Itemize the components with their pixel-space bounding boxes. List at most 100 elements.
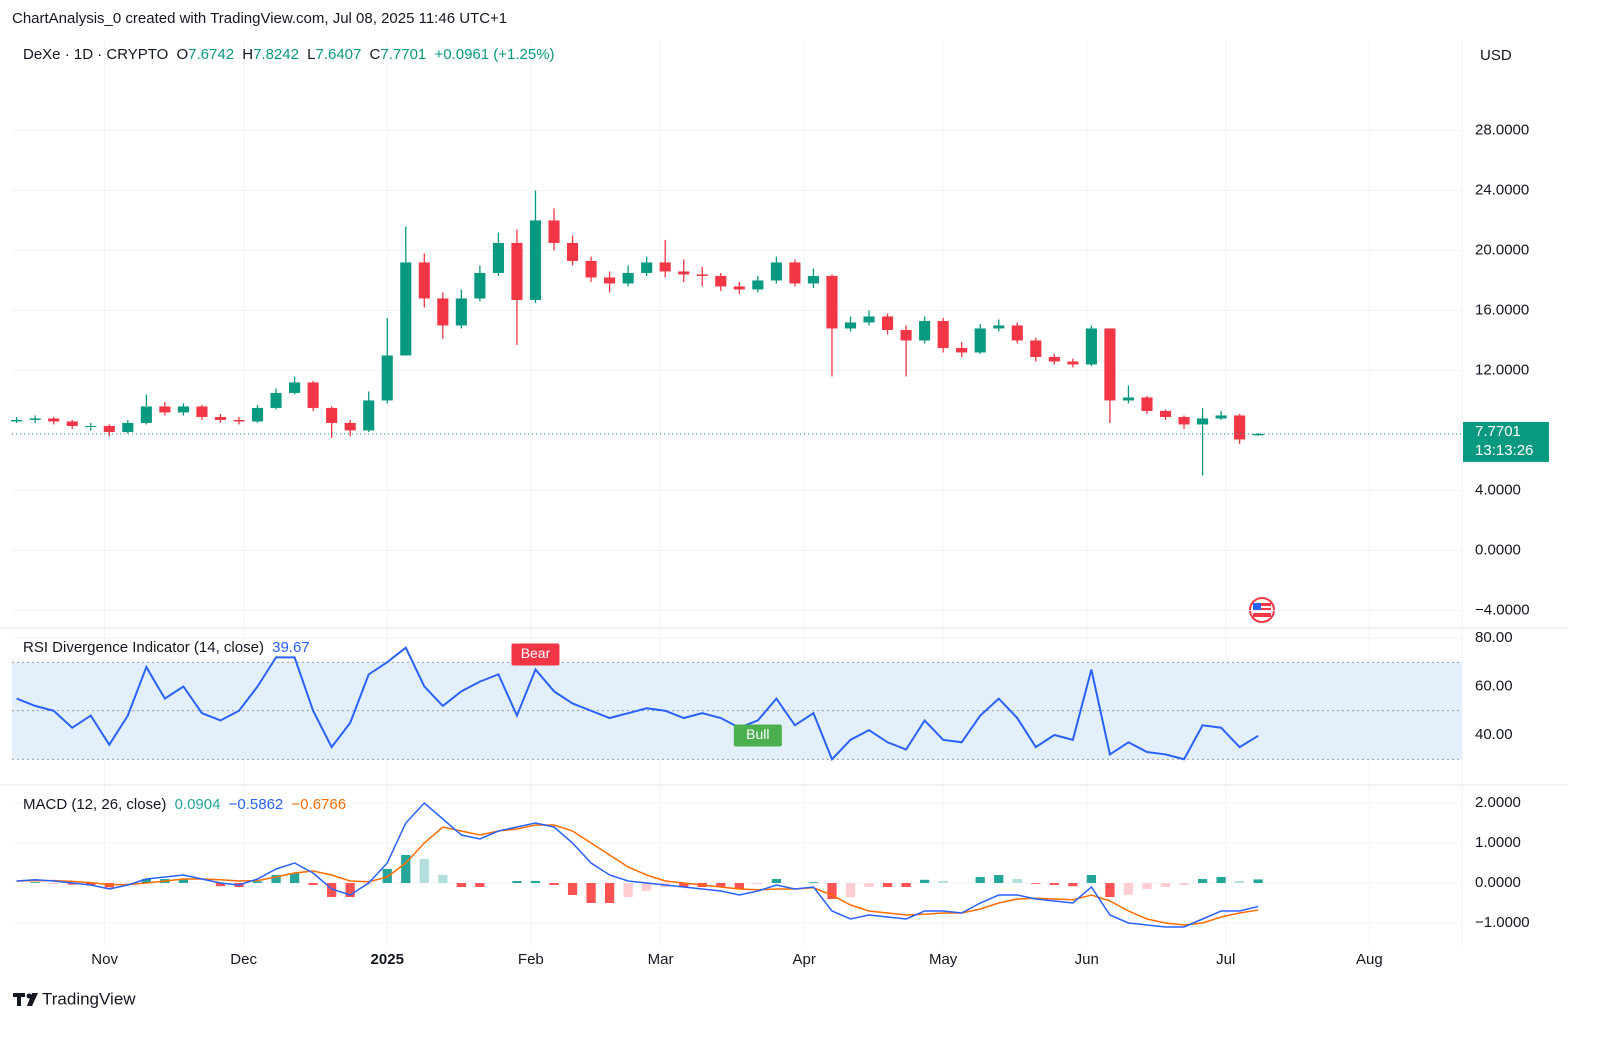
candle-body: [1085, 328, 1097, 365]
candle-body: [363, 400, 375, 431]
signal-value: −0.6766: [291, 796, 347, 813]
candle-body: [789, 262, 801, 284]
histogram-bar: [1253, 879, 1263, 883]
histogram-bar: [456, 883, 466, 887]
candle-body: [1048, 356, 1060, 362]
histogram-bar: [827, 883, 837, 899]
histogram-bar: [679, 883, 689, 887]
histogram-bar: [901, 883, 911, 887]
candle-body: [604, 277, 616, 284]
ohlc-value: 7.8242: [253, 46, 299, 63]
histogram-bar: [549, 883, 559, 885]
candle-body: [882, 316, 894, 330]
histogram-bar: [1142, 883, 1152, 889]
histogram-bar: [252, 881, 263, 883]
candle-body: [474, 272, 486, 299]
histogram-bar: [845, 883, 856, 897]
macd-line: [16, 801, 1259, 928]
annotation-box: [511, 643, 560, 666]
ohlc-label: H: [242, 46, 254, 63]
histogram-bar: [1012, 879, 1022, 883]
candle-body: [103, 425, 115, 432]
histogram-bar: [882, 883, 893, 887]
rsi-line: [16, 646, 1259, 762]
candle-body: [214, 416, 227, 420]
candle-body: [511, 242, 523, 300]
x-tick-label: Aug: [1356, 951, 1383, 968]
histogram-bar: [586, 883, 596, 903]
histogram-bar: [30, 882, 40, 883]
histogram-bar: [994, 875, 1004, 883]
candle-body: [492, 242, 504, 273]
x-tick-label: Jun: [1075, 951, 1099, 968]
y-tick-label: −1.0000: [1475, 914, 1530, 931]
candle-body: [826, 275, 838, 329]
candle-body: [659, 262, 671, 272]
candle-body: [326, 407, 338, 423]
annotation-text: Bear: [521, 645, 551, 661]
histogram-bar: [271, 875, 281, 883]
histogram-bar: [289, 873, 300, 883]
candle-body: [529, 220, 542, 300]
histogram-bar: [382, 869, 392, 883]
x-tick-label: Jul: [1216, 951, 1235, 968]
candle-body: [585, 260, 597, 278]
candle-body: [566, 242, 579, 261]
histogram-bar: [345, 883, 355, 897]
histogram-bar: [178, 879, 189, 883]
histogram-bar: [419, 859, 429, 883]
candle-body: [196, 406, 208, 417]
x-tick-label: 2025: [371, 951, 404, 968]
histogram-bar: [530, 881, 541, 883]
histogram-bar: [67, 883, 77, 885]
annotation-box: [733, 724, 782, 747]
candle-body: [270, 392, 282, 408]
histogram-bar: [975, 877, 985, 883]
candle-body: [66, 421, 78, 426]
price-legend: DeXe · 1D · CRYPTO O7.6742 H7.8242 L7.64…: [23, 46, 559, 63]
histogram-bar: [567, 883, 578, 895]
histogram-bar: [141, 879, 151, 883]
histogram-bar: [1068, 883, 1078, 887]
candle-body: [344, 422, 356, 431]
candle-body: [1252, 433, 1264, 436]
histogram-bar: [1235, 881, 1245, 883]
candle-body: [678, 271, 690, 275]
histogram-bar: [1031, 883, 1041, 884]
candle-body: [1011, 325, 1023, 341]
histogram-bar: [734, 883, 744, 889]
ohlc-label: L: [307, 46, 316, 63]
candle-body: [177, 406, 189, 413]
candle-body: [1178, 416, 1190, 425]
histogram-bar: [215, 883, 226, 887]
candle-body: [1197, 418, 1209, 425]
y-tick-label: 28.0000: [1475, 121, 1529, 138]
macd-legend: MACD (12, 26, close) 0.0904 −0.5862 −0.6…: [23, 796, 350, 813]
y-tick-label: 80.00: [1475, 629, 1513, 646]
candle-body: [1030, 340, 1042, 357]
histogram-bar: [919, 879, 930, 883]
macd-title: MACD (12, 26, close): [23, 796, 167, 813]
histogram-bar: [1105, 883, 1115, 897]
candle-body: [48, 418, 60, 422]
candle-body: [400, 262, 412, 356]
histogram-bar: [475, 883, 485, 887]
histogram-bar: [512, 881, 522, 883]
candle-body: [85, 425, 97, 427]
histogram-bar: [1197, 879, 1208, 883]
candle-body: [29, 418, 41, 420]
histogram-bar: [1086, 875, 1097, 883]
histogram-bar: [642, 883, 652, 891]
symbol: DeXe · 1D · CRYPTO: [23, 46, 169, 63]
histogram-bar: [938, 881, 948, 883]
rsi-legend: RSI Divergence Indicator (14, close) 39.…: [23, 639, 314, 656]
histogram-bar: [1160, 883, 1171, 887]
candle-body: [381, 355, 393, 401]
histogram-bar: [1049, 883, 1059, 885]
footer-brand: TradingView: [42, 989, 136, 1008]
tradingview-logo: [13, 993, 38, 1006]
candle-body: [289, 382, 301, 393]
candle-body: [919, 320, 931, 341]
price-tag-value: 7.7701: [1475, 423, 1521, 440]
